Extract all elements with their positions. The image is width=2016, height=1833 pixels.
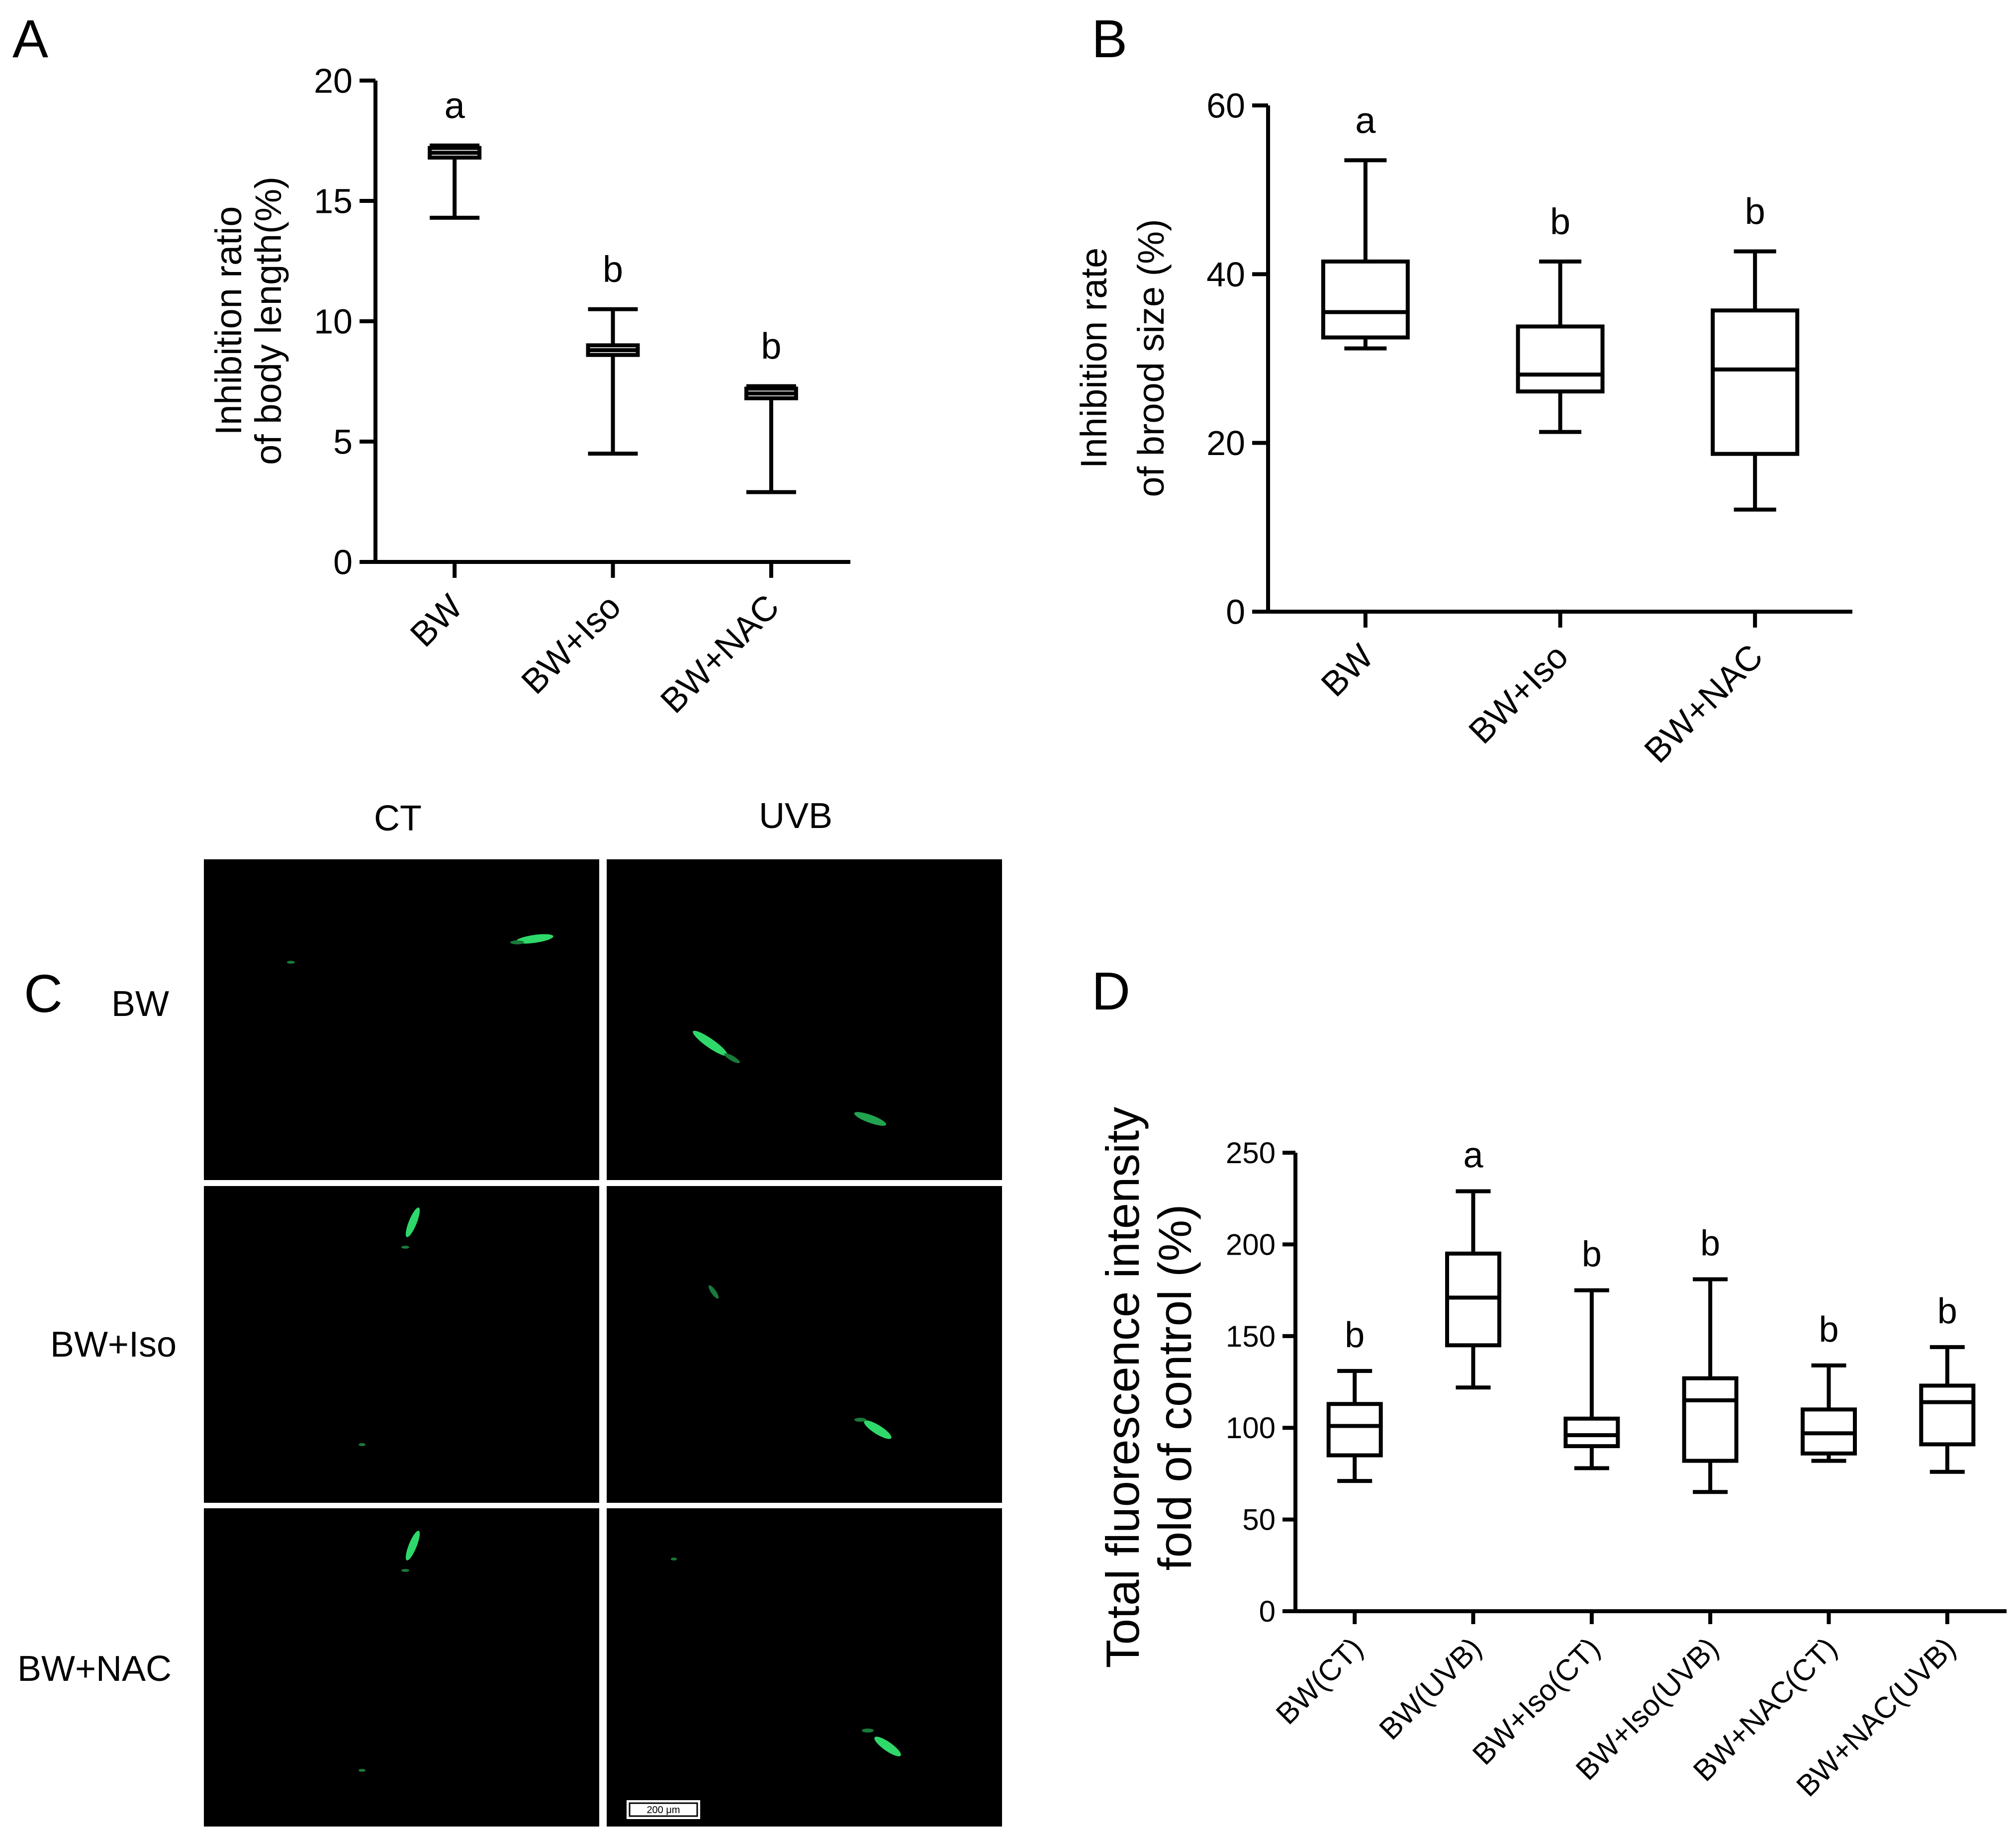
y-tick-label: 10 <box>314 302 353 341</box>
y-tick-label: 0 <box>1259 1595 1276 1628</box>
y-axis-label: fold of control (%) <box>1149 1204 1201 1571</box>
row-label-bw-nac: BW+NAC <box>17 1649 172 1689</box>
column-label-ct: CT <box>374 799 422 838</box>
worm <box>874 1737 901 1756</box>
y-tick-label: 250 <box>1226 1136 1276 1170</box>
box <box>1321 259 1410 340</box>
worm <box>359 1443 366 1446</box>
worm <box>854 1112 887 1126</box>
row-label-bw: BW <box>111 984 169 1024</box>
worm <box>864 1420 892 1439</box>
worm <box>671 1558 677 1560</box>
worm <box>405 1531 420 1560</box>
y-tick-label: 60 <box>1206 87 1245 125</box>
y-axis-label: Inhibition ratio <box>208 206 249 436</box>
box <box>1682 1376 1739 1463</box>
box <box>1516 324 1605 394</box>
box <box>1711 308 1800 456</box>
significance-letter: b <box>603 249 623 290</box>
y-tick-label: 15 <box>314 182 353 221</box>
y-axis-label: of brood size (%) <box>1130 219 1172 497</box>
micrograph-bw-nac-uvb <box>607 1508 1002 1827</box>
worm <box>405 1207 420 1237</box>
y-tick-label: 20 <box>1206 424 1245 462</box>
significance-letter: b <box>1745 191 1765 232</box>
scale-bar-inner <box>629 1802 698 1817</box>
significance-letter: b <box>1550 201 1570 242</box>
worm <box>401 1569 409 1572</box>
worm <box>359 1769 366 1772</box>
worm <box>516 934 553 944</box>
y-axis-label: Total fluorescence intensity <box>1097 1107 1149 1668</box>
significance-letter: b <box>1700 1223 1720 1263</box>
y-axis-label: Inhibition rate <box>1073 248 1114 468</box>
y-axis-label: of body length(%) <box>248 177 289 465</box>
significance-letter: b <box>1937 1291 1957 1331</box>
significance-letter: b <box>1345 1315 1365 1355</box>
y-tick-label: 200 <box>1226 1228 1276 1261</box>
box <box>1326 1402 1383 1458</box>
worm <box>693 1030 728 1056</box>
box <box>1919 1383 1976 1447</box>
y-tick-label: 0 <box>333 543 353 582</box>
y-tick-label: 5 <box>333 423 353 461</box>
worm <box>862 1729 874 1733</box>
y-tick-label: 0 <box>1226 593 1245 632</box>
worm <box>724 1053 740 1063</box>
panel-letter-b: B <box>1092 8 1127 69</box>
worm <box>287 961 295 964</box>
box <box>1563 1416 1620 1449</box>
panel-letter-d: D <box>1092 961 1130 1021</box>
panel-letter-a: A <box>12 8 48 69</box>
significance-letter: a <box>1355 99 1376 141</box>
micrograph-bw-ct <box>204 859 599 1180</box>
significance-letter: b <box>1582 1235 1602 1275</box>
micrograph-bw-iso-ct <box>204 1186 599 1503</box>
micrograph-bw-iso-uvb <box>607 1186 1002 1503</box>
panel-c-micrographs: CT UVB BW BW+Iso BW+NAC <box>17 796 1002 1827</box>
worm <box>854 1418 866 1422</box>
significance-letter: a <box>1463 1135 1483 1175</box>
worm <box>708 1285 719 1299</box>
significance-letter: a <box>445 85 465 126</box>
y-tick-label: 40 <box>1206 255 1245 294</box>
micrograph-bw-uvb <box>607 859 1002 1180</box>
y-tick-label: 150 <box>1226 1320 1276 1353</box>
significance-letter: b <box>1819 1310 1838 1350</box>
column-label-uvb: UVB <box>759 796 832 836</box>
worm <box>510 940 524 944</box>
panel-letter-c: C <box>24 963 63 1023</box>
y-tick-label: 20 <box>314 62 353 100</box>
worm <box>401 1246 409 1249</box>
y-tick-label: 100 <box>1226 1411 1276 1445</box>
y-tick-label: 50 <box>1242 1503 1276 1537</box>
significance-letter: b <box>761 326 781 367</box>
row-label-bw-iso: BW+Iso <box>50 1325 177 1365</box>
scale-bar-label: 200 μm <box>646 1805 680 1816</box>
micrograph-bw-nac-ct <box>204 1508 599 1827</box>
